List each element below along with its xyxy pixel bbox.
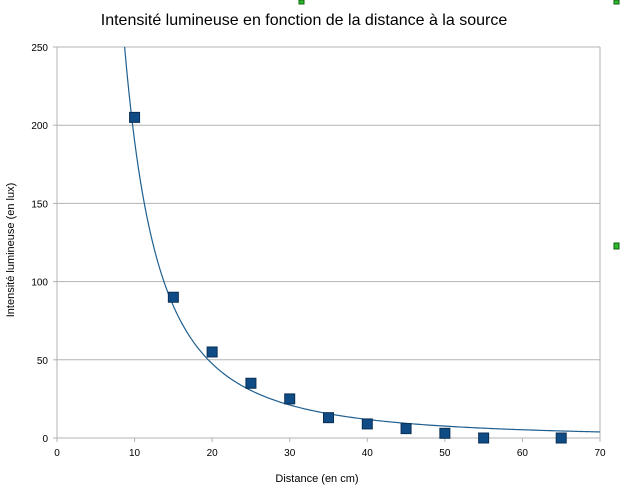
y-tick-label: 150 (31, 199, 48, 210)
data-points (129, 111, 567, 444)
y-tick-label: 200 (31, 121, 48, 132)
data-point (206, 346, 218, 358)
y-tick-label: 0 (42, 434, 48, 445)
data-point (439, 427, 451, 439)
data-point (555, 432, 567, 444)
x-tick-label: 30 (284, 448, 296, 459)
resize-handle-top-right[interactable] (613, 0, 620, 5)
data-point (284, 393, 296, 405)
x-axis-label: Distance (en cm) (275, 473, 358, 485)
axes (56, 47, 600, 439)
x-tick-label: 0 (54, 448, 60, 459)
data-point (361, 418, 373, 430)
data-point (323, 412, 334, 424)
x-tick-label: 70 (594, 448, 606, 459)
gridlines (53, 46, 601, 442)
data-point (478, 432, 490, 444)
resize-handle-top[interactable] (298, 0, 305, 5)
y-tick-labels: 0 50 100 150 200 250 (31, 43, 48, 445)
x-tick-label: 10 (129, 448, 141, 459)
x-tick-label: 40 (362, 448, 374, 459)
data-point (129, 111, 141, 123)
trendline (124, 46, 601, 433)
resize-handle-right[interactable] (613, 242, 620, 250)
y-tick-label: 250 (31, 43, 48, 54)
data-point (167, 291, 179, 303)
data-point (400, 423, 412, 435)
x-tick-label: 60 (517, 448, 529, 459)
y-axis-label: Intensité lumineuse (en lux) (5, 183, 17, 318)
y-tick-label: 50 (37, 356, 49, 367)
data-point (245, 377, 257, 389)
x-tick-label: 20 (207, 448, 219, 459)
x-tick-labels: 0 10 20 30 40 50 60 70 (54, 448, 606, 459)
x-tick-label: 50 (439, 448, 451, 459)
chart-title: Intensité lumineuse en fonction de la di… (101, 12, 508, 29)
y-tick-label: 100 (31, 278, 48, 289)
